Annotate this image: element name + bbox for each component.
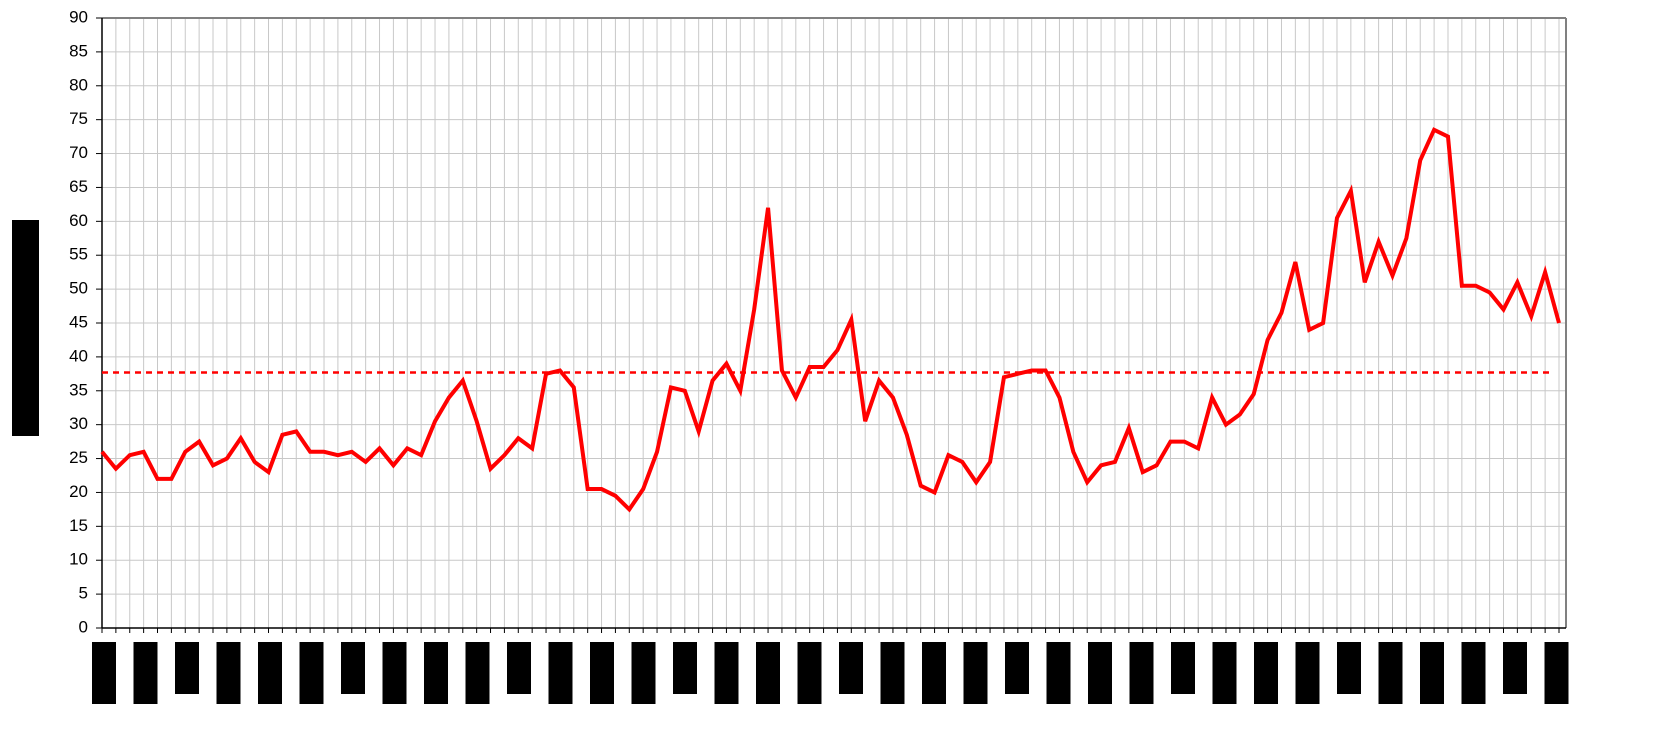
- redacted-label: [1212, 642, 1237, 704]
- redacted-label: [382, 642, 407, 704]
- redacted-label: [424, 642, 448, 704]
- y-tick-label: 35: [69, 380, 88, 399]
- redacted-label: [1503, 642, 1527, 694]
- redacted-axis-title: [12, 220, 39, 436]
- redacted-label: [631, 642, 656, 704]
- redacted-label: [756, 642, 780, 704]
- y-tick-label: 50: [69, 279, 88, 298]
- y-tick-label: 25: [69, 448, 88, 467]
- y-tick-label: 60: [69, 211, 88, 230]
- redacted-label: [1544, 642, 1569, 704]
- redacted-label: [1171, 642, 1195, 694]
- redacted-label: [1129, 642, 1154, 704]
- y-tick-label: 90: [69, 7, 88, 26]
- redacted-label: [507, 642, 531, 694]
- y-tick-label: 55: [69, 245, 88, 264]
- redacted-label: [133, 642, 158, 704]
- redacted-label: [1420, 642, 1444, 704]
- y-tick-label: 85: [69, 41, 88, 60]
- redacted-label: [299, 642, 324, 704]
- y-tick-label: 20: [69, 482, 88, 501]
- redacted-label: [1088, 642, 1112, 704]
- redacted-label: [548, 642, 573, 704]
- y-tick-label: 30: [69, 414, 88, 433]
- redacted-label: [92, 642, 116, 704]
- y-tick-label: 0: [79, 617, 88, 636]
- redacted-label: [1461, 642, 1486, 704]
- redacted-label: [258, 642, 282, 704]
- redacted-label: [1295, 642, 1320, 704]
- redacted-label: [880, 642, 905, 704]
- y-tick-label: 10: [69, 550, 88, 569]
- y-tick-label: 80: [69, 75, 88, 94]
- redacted-label: [797, 642, 822, 704]
- data-line: [100, 127, 1561, 513]
- y-tick-label: 45: [69, 312, 88, 331]
- redacted-label: [341, 642, 365, 694]
- redacted-label: [922, 642, 946, 704]
- y-tick-label: 5: [79, 584, 88, 603]
- redacted-label: [673, 642, 697, 694]
- redacted-label: [1337, 642, 1361, 694]
- redacted-label: [1378, 642, 1403, 704]
- redacted-label: [714, 642, 739, 704]
- redacted-label: [1254, 642, 1278, 704]
- redacted-label: [590, 642, 614, 704]
- redacted-label: [465, 642, 490, 704]
- redacted-label: [1005, 642, 1029, 694]
- redacted-label: [216, 642, 241, 704]
- y-tick-label: 15: [69, 516, 88, 535]
- y-tick-label: 70: [69, 143, 88, 162]
- y-tick-label: 75: [69, 109, 88, 128]
- y-tick-label: 40: [69, 346, 88, 365]
- redacted-label: [1046, 642, 1071, 704]
- y-tick-label: 65: [69, 177, 88, 196]
- redacted-label: [175, 642, 199, 694]
- redacted-label: [839, 642, 863, 694]
- redacted-label: [963, 642, 988, 704]
